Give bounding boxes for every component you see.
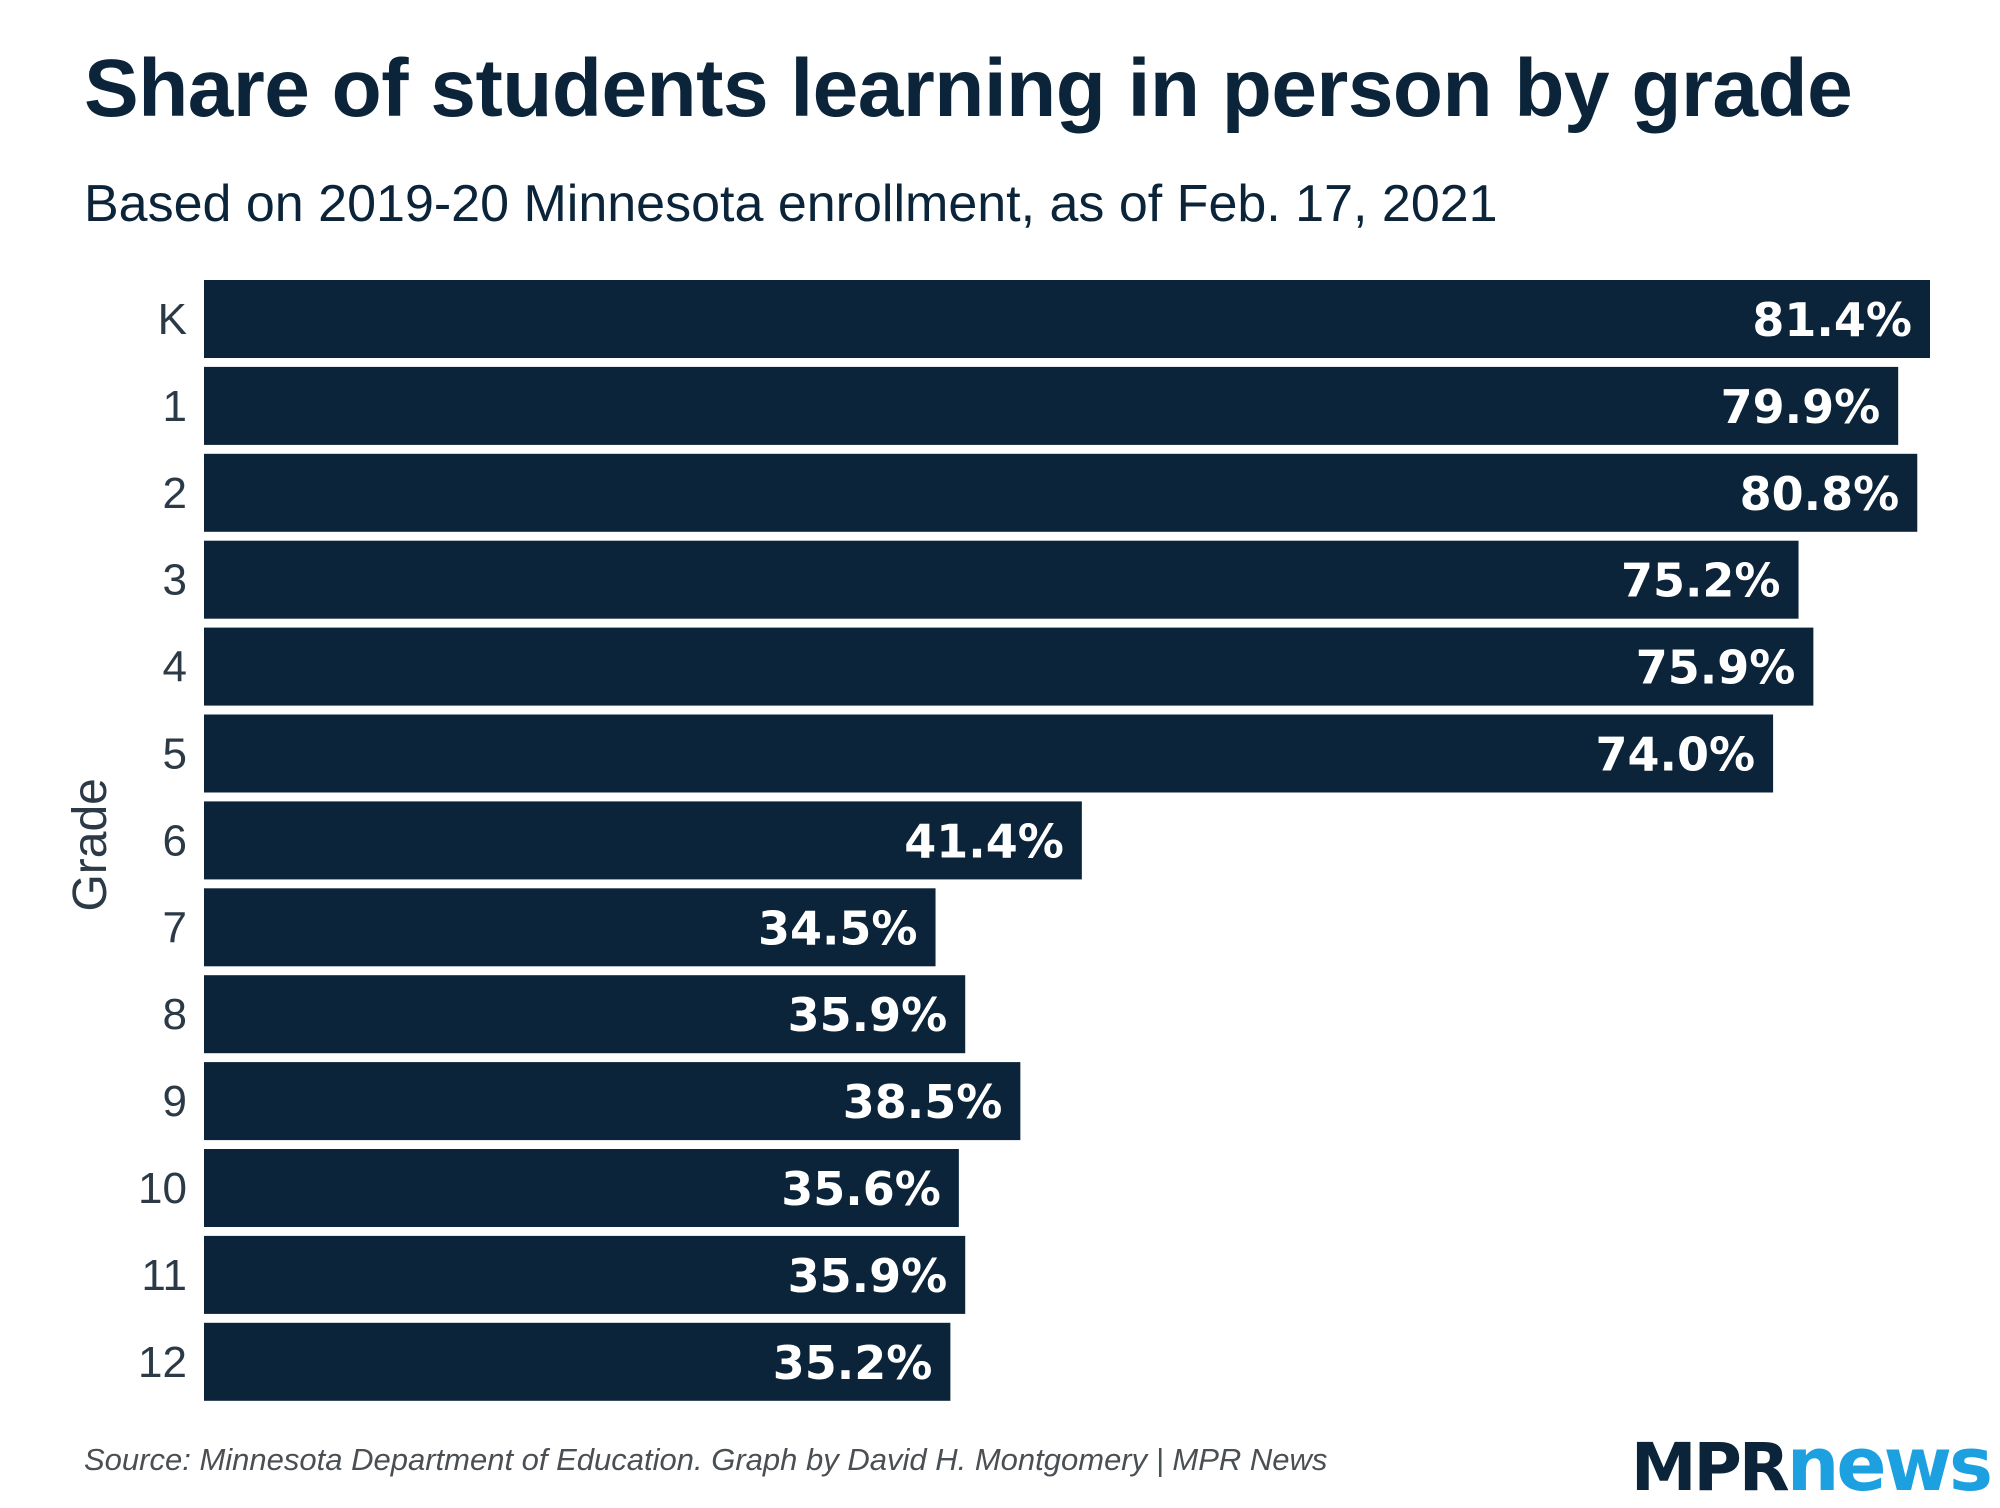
category-label: 11 xyxy=(141,1251,187,1300)
bar xyxy=(204,1235,966,1314)
bar xyxy=(204,801,1082,880)
category-label: K xyxy=(158,295,187,344)
data-label: 38.5% xyxy=(843,1075,1003,1129)
bar xyxy=(204,366,1899,445)
data-label: 80.8% xyxy=(1740,467,1900,521)
mpr-news-logo: MPRnews xyxy=(1630,1422,1993,1508)
category-label: 7 xyxy=(163,903,187,952)
category-label: 3 xyxy=(163,556,187,605)
y-axis-title: Grade xyxy=(64,778,117,911)
category-label: 12 xyxy=(138,1338,187,1387)
category-label: 1 xyxy=(163,382,187,431)
category-label: 5 xyxy=(163,730,187,779)
data-label: 35.2% xyxy=(773,1336,933,1390)
category-label: 8 xyxy=(163,990,187,1039)
data-label: 34.5% xyxy=(758,901,918,955)
bar xyxy=(204,975,966,1054)
bar xyxy=(204,453,1918,532)
data-label: 41.4% xyxy=(904,814,1064,868)
logo-news-text: news xyxy=(1786,1422,1993,1508)
data-label: 74.0% xyxy=(1595,728,1755,782)
logo-mpr-text: MPR xyxy=(1630,1429,1790,1506)
data-label: 79.9% xyxy=(1721,380,1881,434)
bar xyxy=(204,1062,1021,1141)
category-label: 2 xyxy=(163,469,187,518)
data-label: 35.9% xyxy=(788,988,948,1042)
bar-chart: Grade K 81.4% 1 79.9% 2 80.8% 3 75.2% 4 75.9% 5 74.0… xyxy=(64,280,1930,1401)
bar xyxy=(204,627,1814,706)
bar xyxy=(204,714,1774,793)
data-label: 35.9% xyxy=(788,1249,948,1303)
category-label: 9 xyxy=(163,1077,187,1126)
bar xyxy=(204,540,1799,619)
bar xyxy=(204,888,936,967)
chart-subtitle: Based on 2019-20 Minnesota enrollment, a… xyxy=(84,175,1498,233)
data-label: 75.9% xyxy=(1636,641,1796,695)
bar xyxy=(204,280,1930,358)
data-label: 81.4% xyxy=(1752,293,1912,347)
data-label: 75.2% xyxy=(1621,554,1781,608)
bar xyxy=(204,1322,951,1401)
data-label: 35.6% xyxy=(781,1162,941,1216)
category-label: 4 xyxy=(163,643,187,692)
chart-title: Share of students learning in person by … xyxy=(84,43,1853,134)
bar xyxy=(204,1149,959,1227)
category-label: 6 xyxy=(163,816,187,865)
category-label: 10 xyxy=(138,1164,187,1213)
source-note: Source: Minnesota Department of Educatio… xyxy=(84,1442,1328,1477)
